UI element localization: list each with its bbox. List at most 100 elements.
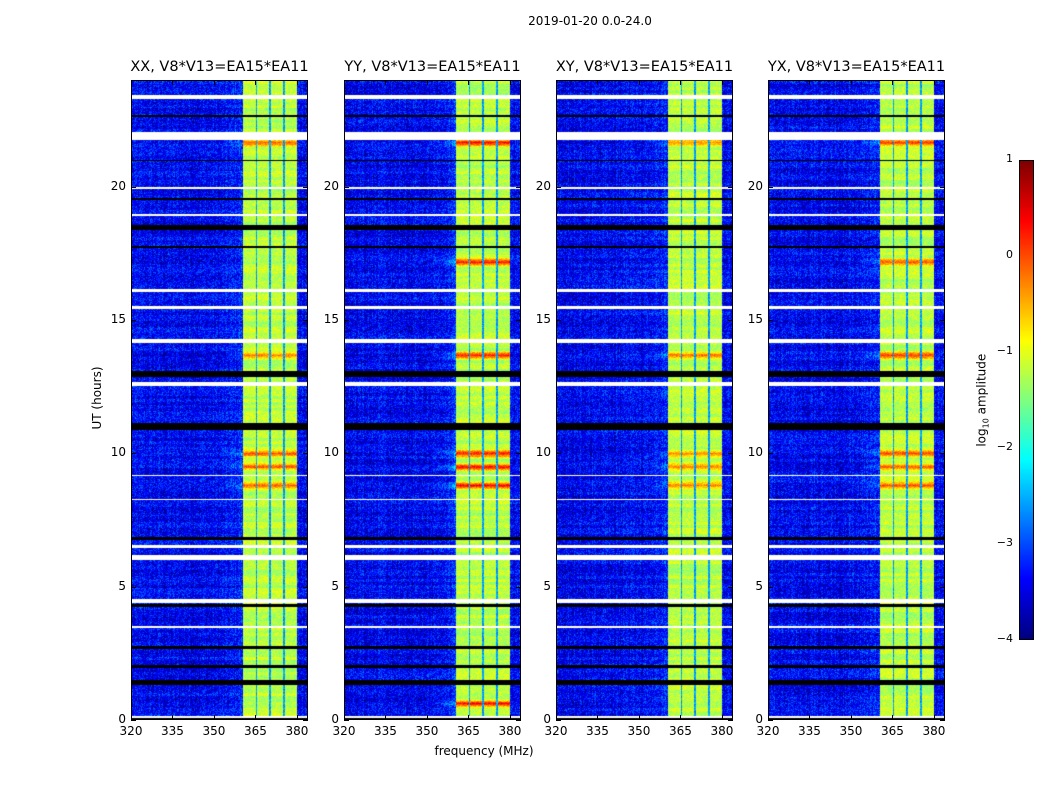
y-tick-label: 5 [543,578,551,593]
y-tick-mark [556,720,561,721]
x-tick-mark [850,715,852,720]
y-tick-mark [344,453,349,455]
heatmap-canvas [557,81,732,719]
y-tick-mark [768,586,773,588]
x-tick-label: 320 [332,724,356,738]
x-tick-label: 380 [710,724,734,738]
y-tick-label: 0 [755,712,763,726]
x-tick-label: 380 [498,724,522,738]
y-tick-label: 0 [543,712,551,726]
y-tick-mark [303,453,308,455]
x-tick-label: 350 [415,724,439,738]
y-tick-mark [940,186,945,188]
y-tick-mark [556,453,561,455]
x-tick-mark [255,80,257,85]
x-tick-mark [933,715,935,720]
x-tick-mark [850,80,852,85]
y-tick-mark [728,586,733,588]
x-tick-label: 365 [244,724,267,738]
y-tick-label: 0 [331,712,339,726]
y-tick-label: 10 [747,445,763,460]
y-tick-mark [344,720,349,721]
colorbar-label-log: log [974,428,989,447]
x-tick-mark [933,80,935,85]
y-tick-label: 15 [110,312,126,326]
y-tick-mark [344,320,349,321]
x-tick-mark [213,715,215,720]
x-tick-label: 350 [627,724,651,738]
x-tick-label: 335 [374,724,397,738]
x-tick-mark [296,715,298,720]
y-tick-mark [556,186,561,188]
y-tick-mark [303,186,308,188]
y-tick-mark [556,320,561,321]
x-tick-mark [768,80,769,85]
y-tick-label: 15 [535,312,551,326]
y-tick-mark [516,320,521,321]
y-tick-mark [728,320,733,321]
x-tick-mark [131,715,132,720]
colorbar-label-sub: 10 [981,418,991,429]
y-tick-mark [940,453,945,455]
x-tick-label: 320 [119,724,143,738]
x-tick-mark [556,715,557,720]
x-tick-mark [172,715,174,720]
y-tick-mark [940,586,945,588]
y-tick-mark [344,586,349,588]
y-tick-mark [131,586,136,588]
heatmap-panel [768,80,945,720]
colorbar-gradient [1020,161,1033,639]
x-tick-mark [468,80,470,85]
y-tick-mark [516,453,521,455]
y-tick-label: 15 [323,312,339,326]
x-tick-label: 320 [756,724,780,738]
colorbar-tick-label: −1 [996,344,1013,357]
x-tick-mark [597,80,599,85]
panel-title: YX, V8*V13=EA15*EA11 [767,59,946,75]
y-tick-mark [303,720,308,721]
x-tick-mark [344,715,345,720]
x-tick-mark [892,80,894,85]
y-tick-label: 10 [535,445,551,460]
x-tick-mark [638,80,640,85]
x-tick-mark [468,715,470,720]
x-tick-label: 320 [544,724,568,738]
y-axis-label: UT (hours) [90,366,104,430]
heatmap-panel [556,80,733,720]
x-tick-label: 335 [586,724,609,738]
y-tick-mark [516,586,521,588]
y-tick-mark [131,720,136,721]
colorbar-tick-label: −3 [996,536,1013,549]
colorbar-label-rest: amplitude [974,353,989,419]
heatmap-canvas [345,81,520,719]
x-tick-mark [768,715,769,720]
x-tick-mark [296,80,298,85]
y-tick-mark [131,453,136,455]
x-tick-mark [344,80,345,85]
y-tick-mark [516,720,521,721]
y-tick-mark [768,186,773,188]
x-tick-label: 365 [669,724,692,738]
y-tick-mark [303,320,308,321]
y-tick-label: 0 [118,712,126,726]
x-tick-mark [809,715,811,720]
colorbar-tick-label: −4 [996,632,1013,645]
x-tick-mark [721,80,723,85]
panel-title: XX, V8*V13=EA15*EA11 [130,59,309,75]
x-tick-mark [638,715,640,720]
y-tick-mark [728,186,733,188]
y-tick-label: 20 [323,178,339,193]
x-tick-label: 335 [798,724,821,738]
panel-title: XY, V8*V13=EA15*EA11 [555,59,734,75]
y-tick-label: 20 [747,178,763,193]
y-tick-label: 15 [747,312,763,326]
y-tick-label: 10 [110,445,126,460]
y-tick-mark [940,320,945,321]
heatmap-panel [344,80,521,720]
colorbar-label: log10 amplitude [974,343,990,458]
figure-title: 2019-01-20 0.0-24.0 [528,14,652,28]
y-tick-mark [303,586,308,588]
x-tick-label: 350 [839,724,863,738]
x-axis-label: frequency (MHz) [434,744,534,758]
heatmap-canvas [132,81,307,719]
